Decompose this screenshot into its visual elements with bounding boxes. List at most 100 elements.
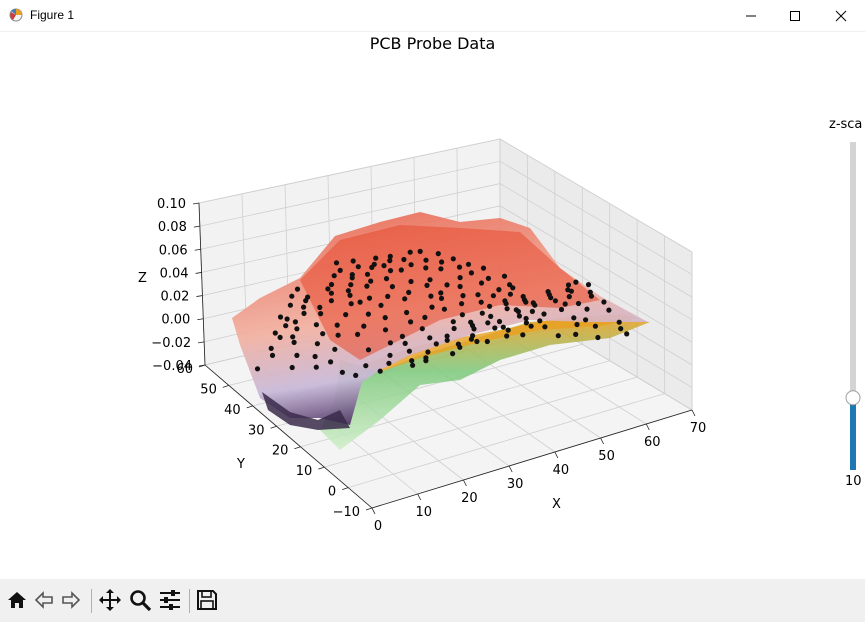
probe-point — [438, 295, 445, 301]
y-axis-line — [204, 364, 373, 509]
probe-point — [328, 298, 334, 304]
y-tick — [365, 507, 373, 511]
probe-point — [345, 288, 351, 294]
home-button[interactable] — [4, 587, 30, 613]
probe-point — [425, 349, 431, 355]
probe-point — [529, 308, 536, 314]
probe-point — [485, 320, 491, 326]
zoom-icon — [130, 590, 152, 612]
probe-point — [301, 310, 307, 316]
z-tick-label: −0.02 — [151, 336, 191, 351]
y-tick — [246, 405, 253, 409]
probe-point — [573, 331, 579, 337]
probe-point — [542, 324, 548, 330]
probe-point — [269, 352, 276, 358]
slider-handle[interactable] — [845, 390, 861, 406]
save-button[interactable] — [194, 587, 220, 613]
probe-point — [328, 281, 335, 288]
probe-point — [516, 313, 523, 319]
x-tick — [417, 493, 422, 501]
probe-point — [429, 304, 435, 310]
toolbar-separator — [91, 589, 92, 613]
probe-point — [294, 326, 300, 332]
x-tick-label: 40 — [553, 463, 570, 478]
probe-point — [417, 248, 423, 254]
probe-point — [565, 282, 572, 288]
probe-point — [457, 344, 463, 350]
configure-icon — [160, 590, 180, 610]
probe-point — [427, 335, 433, 341]
probe-point — [348, 282, 354, 288]
plot-3d[interactable]: −0.04 −0.02 0.00 0.02 0.04 0.06 0.08 0.10 60 50 40… — [0, 0, 865, 579]
maximize-button[interactable] — [772, 0, 818, 31]
configure-button[interactable] — [157, 587, 183, 613]
pan-button[interactable] — [97, 587, 123, 613]
probe-point — [353, 372, 359, 378]
probe-point — [361, 323, 367, 329]
pan-icon — [99, 589, 121, 611]
probe-point — [318, 311, 324, 317]
forward-button[interactable] — [58, 587, 84, 613]
close-button[interactable] — [818, 0, 864, 31]
zoom-button[interactable] — [127, 587, 153, 613]
minimize-button[interactable] — [728, 0, 774, 31]
figure-title: PCB Probe Data — [369, 34, 496, 53]
x-tick-label: 50 — [598, 449, 615, 464]
probe-point — [475, 292, 481, 298]
z-scale-slider[interactable] — [842, 138, 862, 474]
forward-icon — [62, 591, 81, 609]
probe-point — [268, 345, 274, 351]
probe-point — [515, 308, 522, 315]
probe-point — [333, 260, 340, 266]
y-tick-label: −10 — [333, 505, 360, 520]
navigation-toolbar — [0, 579, 865, 622]
probe-point — [583, 317, 589, 323]
probe-point — [459, 312, 465, 318]
probe-point — [618, 326, 624, 332]
probe-point — [408, 319, 414, 325]
probe-point — [378, 302, 384, 308]
probe-point — [365, 347, 372, 353]
probe-point — [574, 321, 580, 328]
y-tick — [294, 446, 301, 450]
probe-point — [423, 257, 429, 263]
probe-point — [451, 325, 457, 332]
probe-point — [422, 314, 428, 320]
probe-point — [289, 364, 295, 371]
probe-point — [332, 346, 338, 352]
probe-point — [337, 267, 343, 273]
z-tick — [192, 202, 200, 205]
probe-point — [348, 301, 354, 307]
probe-point — [478, 299, 484, 305]
probe-point — [312, 353, 318, 360]
minimize-icon — [746, 15, 756, 16]
probe-point — [349, 275, 355, 281]
probe-point — [587, 289, 593, 295]
probe-point — [387, 340, 393, 346]
axis-ticks: −0.04 −0.02 0.00 0.02 0.04 0.06 0.08 0.10 60 50 40… — [151, 197, 706, 534]
probe-point — [480, 265, 487, 271]
probe-point — [585, 282, 592, 288]
z-tick-label: −0.04 — [152, 359, 192, 374]
probe-point — [313, 322, 319, 328]
x-tick — [508, 465, 513, 473]
probe-point — [331, 273, 337, 279]
probe-point — [504, 333, 510, 339]
probe-point — [435, 251, 441, 257]
probe-point — [277, 314, 284, 320]
probe-point — [328, 290, 334, 296]
probe-point — [490, 293, 496, 299]
probe-point — [573, 279, 579, 285]
slider-fill — [850, 397, 856, 470]
back-button[interactable] — [31, 587, 57, 613]
back-icon — [34, 591, 53, 609]
probe-point — [409, 358, 415, 364]
probe-point — [474, 338, 480, 345]
x-tick-label: 20 — [461, 491, 478, 506]
z-tick — [193, 225, 200, 228]
probe-point — [277, 334, 283, 340]
y-tick — [222, 385, 229, 388]
probe-points — [254, 248, 630, 378]
z-tick — [197, 318, 204, 321]
z-tick-label: 0.06 — [159, 243, 188, 258]
